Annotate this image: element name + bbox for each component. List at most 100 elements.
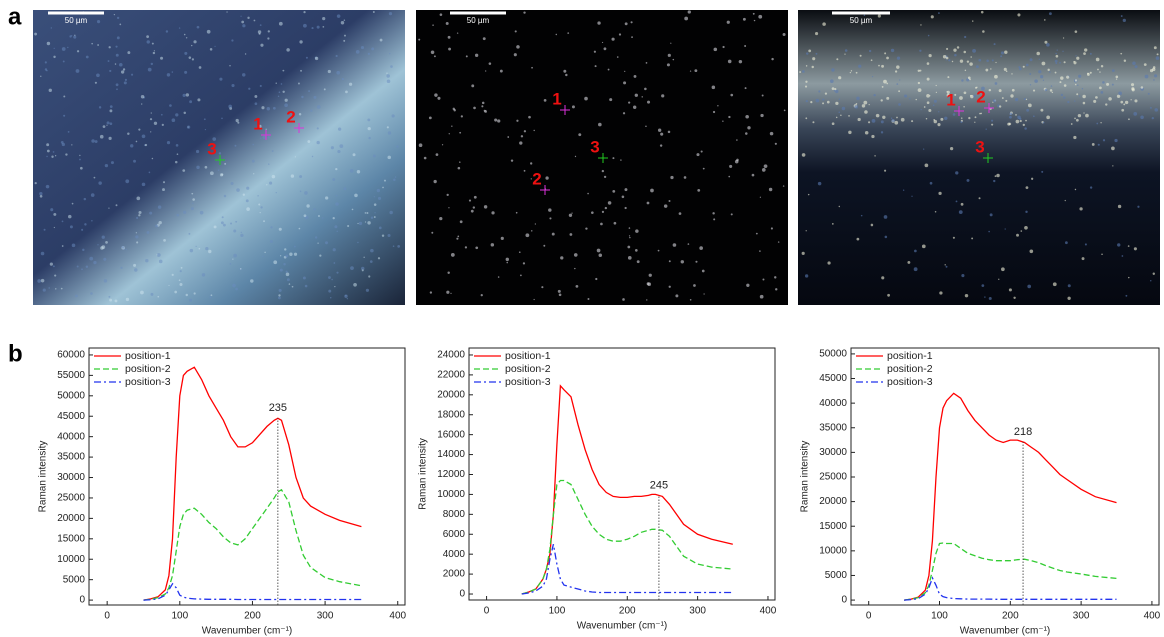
- speckle: [942, 55, 947, 59]
- speckle: [367, 221, 371, 225]
- speckle: [374, 212, 376, 214]
- y-axis-title: Raman intensity: [418, 438, 429, 510]
- speckle: [389, 210, 393, 215]
- position-marker: 1: [253, 114, 262, 133]
- speckle: [140, 94, 145, 99]
- speckle: [657, 249, 660, 252]
- speckle: [1153, 46, 1157, 50]
- speckle: [835, 89, 839, 94]
- speckle: [430, 50, 435, 55]
- speckle: [166, 140, 171, 145]
- speckle: [1025, 98, 1028, 101]
- speckle: [873, 93, 876, 97]
- x-tick-label: 200: [619, 606, 636, 617]
- speckle: [343, 19, 346, 21]
- speckle: [1025, 186, 1029, 190]
- speckle: [44, 61, 47, 64]
- speckle: [497, 119, 501, 123]
- speckle: [782, 33, 786, 37]
- speckle: [1082, 101, 1086, 105]
- speckle: [834, 87, 837, 91]
- speckle: [497, 276, 500, 278]
- speckle: [1076, 56, 1080, 60]
- speckle: [284, 98, 288, 102]
- speckle: [801, 153, 806, 157]
- speckle: [672, 58, 675, 61]
- speckle: [254, 102, 258, 106]
- speckle: [636, 260, 640, 264]
- speckle: [196, 165, 200, 170]
- speckle: [96, 20, 101, 24]
- speckle: [971, 237, 974, 240]
- speckle: [153, 50, 156, 52]
- speckle: [1105, 103, 1108, 106]
- speckle: [294, 156, 296, 158]
- speckle: [1102, 81, 1105, 84]
- speckle: [627, 256, 632, 260]
- y-tick-label: 5000: [63, 574, 86, 585]
- speckle: [314, 56, 319, 61]
- speckle: [594, 65, 597, 68]
- speckle: [83, 197, 87, 201]
- speckle: [730, 93, 734, 97]
- speckle: [624, 70, 626, 72]
- speckle: [1083, 52, 1086, 55]
- speckle: [178, 27, 181, 29]
- speckle: [480, 294, 483, 297]
- speckle: [929, 181, 933, 185]
- speckle: [711, 85, 716, 90]
- speckle: [84, 223, 87, 226]
- speckle: [896, 83, 899, 85]
- speckle: [762, 278, 765, 281]
- speckle: [235, 118, 239, 123]
- speckle: [343, 39, 346, 42]
- speckle: [278, 288, 282, 292]
- speckle: [45, 184, 50, 189]
- speckle: [923, 106, 926, 108]
- speckle: [150, 112, 152, 114]
- speckle: [970, 94, 974, 99]
- speckle: [974, 121, 976, 123]
- speckle: [598, 253, 603, 258]
- speckle: [896, 56, 901, 60]
- speckle: [260, 137, 262, 139]
- speckle: [986, 59, 989, 63]
- speckle: [127, 132, 130, 135]
- speckle: [81, 268, 83, 271]
- speckle: [392, 245, 395, 248]
- speckle: [518, 251, 521, 254]
- speckle: [271, 150, 274, 152]
- speckle: [712, 212, 715, 215]
- speckle: [332, 248, 336, 252]
- speckle: [269, 181, 273, 185]
- speckle: [298, 82, 300, 85]
- speckle: [429, 291, 433, 294]
- y-tick-label: 4000: [443, 549, 466, 560]
- speckle: [1147, 92, 1150, 95]
- speckle: [954, 53, 957, 57]
- speckle: [668, 200, 671, 203]
- speckle: [452, 107, 455, 111]
- speckle: [755, 232, 758, 235]
- speckle: [805, 117, 808, 120]
- speckle: [948, 59, 951, 62]
- series-line: [143, 488, 362, 601]
- speckle: [1059, 81, 1062, 84]
- speckle: [995, 61, 997, 64]
- speckle: [1131, 87, 1135, 91]
- speckle: [133, 263, 137, 267]
- speckle: [337, 149, 341, 154]
- speckle: [607, 201, 612, 205]
- speckle: [644, 87, 647, 91]
- speckle: [759, 294, 764, 299]
- speckle: [1091, 143, 1095, 146]
- speckle: [528, 115, 531, 119]
- speckle: [930, 15, 934, 19]
- speckle: [485, 70, 487, 72]
- speckle: [434, 93, 438, 97]
- speckle: [1089, 186, 1093, 189]
- speckle: [343, 34, 346, 37]
- speckle: [49, 262, 53, 266]
- speckle: [855, 102, 858, 105]
- speckle: [305, 56, 308, 59]
